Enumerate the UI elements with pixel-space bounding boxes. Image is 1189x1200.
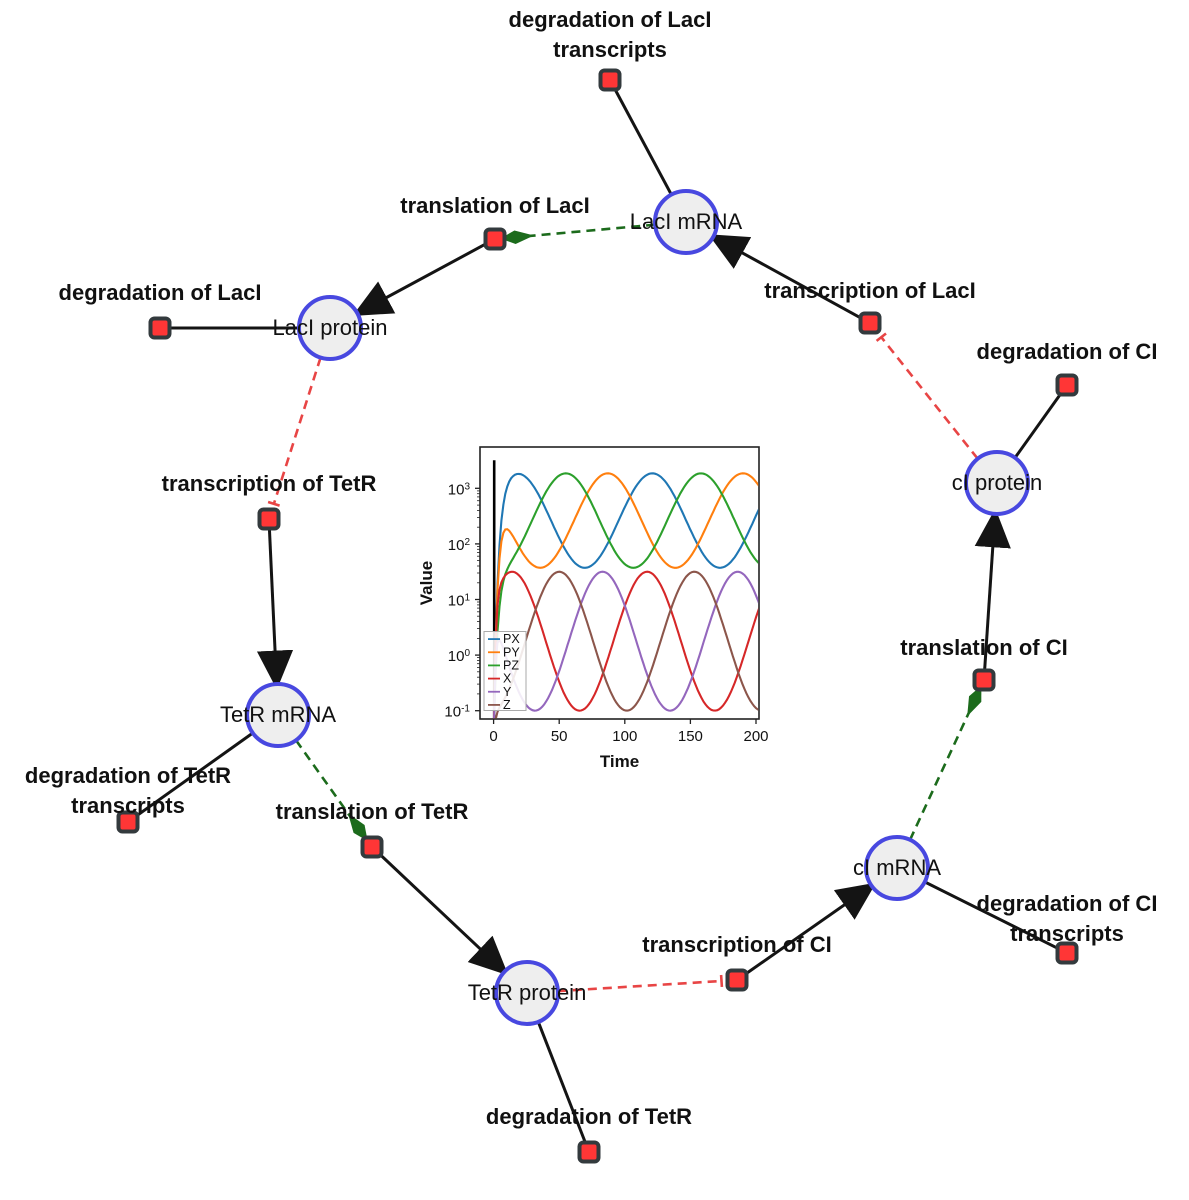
svg-text:100: 100 [612,728,637,745]
svg-text:PZ: PZ [503,658,519,672]
svg-text:150: 150 [678,728,703,745]
svg-text:degradation of LacI: degradation of LacI [509,7,712,32]
svg-text:103: 103 [448,481,471,499]
svg-text:X: X [503,672,512,686]
svg-text:TetR protein: TetR protein [468,980,587,1005]
svg-text:transcripts: transcripts [1010,921,1124,946]
svg-text:transcripts: transcripts [553,37,667,62]
svg-text:PX: PX [503,632,520,646]
svg-text:LacI protein: LacI protein [273,315,388,340]
svg-text:200: 200 [743,728,768,745]
svg-text:Y: Y [503,685,512,699]
svg-text:Z: Z [503,698,511,712]
svg-text:transcripts: transcripts [71,793,185,818]
svg-text:translation of CI: translation of CI [900,635,1067,660]
svg-text:translation of LacI: translation of LacI [400,193,589,218]
svg-text:cI protein: cI protein [952,470,1043,495]
svg-text:degradation of TetR: degradation of TetR [25,763,231,788]
svg-text:TetR mRNA: TetR mRNA [220,702,336,727]
svg-text:translation of TetR: translation of TetR [276,799,469,824]
svg-text:LacI mRNA: LacI mRNA [630,209,743,234]
svg-text:Value: Value [417,561,436,605]
svg-text:100: 100 [448,648,471,666]
svg-text:102: 102 [448,536,471,554]
svg-text:cI mRNA: cI mRNA [853,855,941,880]
svg-text:degradation of CI: degradation of CI [977,339,1158,364]
svg-text:transcription of TetR: transcription of TetR [162,471,377,496]
svg-text:10-1: 10-1 [444,703,470,721]
svg-text:degradation of CI: degradation of CI [977,891,1158,916]
svg-text:50: 50 [551,728,568,745]
svg-text:PY: PY [503,645,520,659]
svg-text:0: 0 [489,728,497,745]
svg-text:101: 101 [448,592,471,610]
svg-text:degradation of TetR: degradation of TetR [486,1104,692,1129]
svg-text:transcription of CI: transcription of CI [642,932,831,957]
svg-text:transcription of LacI: transcription of LacI [764,278,975,303]
svg-text:Time: Time [600,752,639,771]
svg-text:degradation of LacI: degradation of LacI [59,280,262,305]
